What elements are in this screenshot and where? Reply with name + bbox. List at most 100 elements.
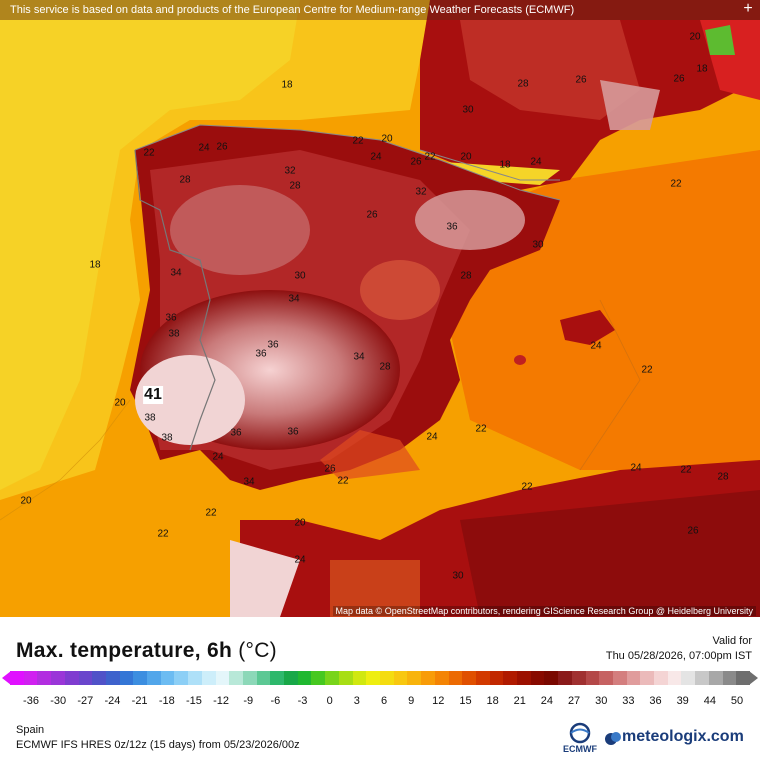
isotherm-label: 26	[324, 463, 336, 475]
color-legend-bar	[10, 671, 750, 685]
legend-tick-label: 0	[326, 695, 333, 707]
legend-color-segment	[188, 671, 202, 685]
map-title-unit: (°C)	[238, 639, 277, 662]
isotherm-label: 38	[161, 432, 173, 444]
isotherm-label: 28	[460, 270, 472, 282]
legend-color-segment	[681, 671, 696, 685]
model-run-info: ECMWF IFS HRES 0z/12z (15 days) from 05/…	[16, 739, 300, 751]
legend-color-segment	[571, 671, 586, 685]
legend-tick-label: -36	[23, 695, 39, 707]
isotherm-label: 20	[20, 495, 32, 507]
isotherm-label: 38	[144, 412, 156, 424]
legend-tick-label: -18	[158, 695, 175, 707]
valid-for-label: Valid for	[712, 635, 752, 647]
legend-tick-label: -12	[213, 695, 230, 707]
legend-color-segment	[379, 671, 394, 685]
max-value-label: 41	[143, 386, 163, 404]
legend-color-segment	[119, 671, 134, 685]
map-title: Max. temperature, 6h (°C)	[16, 639, 277, 663]
isotherm-label: 34	[353, 351, 365, 363]
legend-tick-label: 12	[432, 695, 445, 707]
legend-max-arrow	[749, 671, 758, 685]
zoom-in-button[interactable]: +	[743, 0, 753, 17]
legend-color-segment	[366, 671, 380, 685]
isotherm-label: 22	[521, 481, 533, 493]
legend-color-segment	[612, 671, 627, 685]
legend-color-segment	[654, 671, 668, 685]
legend-color-segment	[462, 671, 476, 685]
legend-color-segment	[51, 671, 65, 685]
isotherm-label: 36	[165, 312, 177, 324]
legend-color-segment	[736, 671, 750, 685]
legend-color-segment	[23, 671, 38, 685]
meteologix-brand[interactable]: meteologix.com	[622, 728, 744, 745]
legend-color-segment	[434, 671, 449, 685]
legend-color-segment	[311, 671, 326, 685]
legend-color-segment	[270, 671, 285, 685]
isotherm-label: 36	[255, 348, 267, 360]
legend-color-segment	[558, 671, 572, 685]
isotherm-label: 26	[575, 74, 587, 86]
legend-color-segment	[695, 671, 709, 685]
legend-color-segment	[229, 671, 243, 685]
isotherm-label: 24	[426, 431, 438, 443]
isotherm-label: 30	[452, 570, 464, 582]
legend-color-segment	[215, 671, 230, 685]
legend-color-segment	[78, 671, 93, 685]
isotherm-label: 18	[696, 63, 708, 75]
legend-color-segment	[626, 671, 641, 685]
isotherm-label: 28	[517, 78, 529, 90]
legend-tick-label: 27	[567, 695, 581, 707]
isotherm-label: 26	[366, 209, 378, 221]
isotherm-label: 20	[114, 397, 126, 409]
isotherm-label: 24	[630, 462, 642, 474]
legend-color-segment	[147, 671, 161, 685]
isotherm-label: 20	[381, 133, 393, 145]
legend-tick-label: -9	[243, 695, 254, 707]
legend-color-segment	[284, 671, 298, 685]
weather-map[interactable]: This service is based on data and produc…	[0, 0, 760, 617]
ecmwf-disclaimer-bar: This service is based on data and produc…	[0, 0, 760, 20]
isotherm-label: 22	[143, 147, 155, 159]
legend-tick-label: 30	[595, 695, 608, 707]
legend-color-segment	[475, 671, 490, 685]
legend-color-segment	[325, 671, 339, 685]
isotherm-label: 22	[424, 151, 436, 163]
isotherm-label: 26	[687, 525, 699, 537]
legend-tick-label: -3	[297, 695, 308, 707]
legend-tick-label: 21	[513, 695, 526, 707]
isotherm-label: 24	[590, 340, 602, 352]
legend-color-segment	[37, 671, 52, 685]
isotherm-label: 36	[230, 427, 242, 439]
legend-tick-label: 24	[540, 695, 554, 707]
isotherm-label: 36	[446, 221, 458, 233]
legend-tick-label: 36	[649, 695, 662, 707]
isotherm-label: 36	[267, 339, 279, 351]
isotherm-label: 28	[717, 471, 729, 483]
isotherm-label: 30	[532, 239, 544, 251]
temperature-map-canvas	[0, 0, 760, 617]
isotherm-label: 32	[284, 165, 296, 177]
isotherm-label: 18	[89, 259, 101, 271]
legend-color-segment	[242, 671, 257, 685]
legend-min-arrow	[2, 671, 11, 685]
isotherm-label: 24	[198, 142, 210, 154]
isotherm-label: 22	[205, 507, 217, 519]
isotherm-label: 28	[289, 180, 301, 192]
isotherm-label: 22	[641, 364, 653, 376]
legend-color-segment	[503, 671, 518, 685]
isotherm-label: 20	[294, 517, 306, 529]
legend-color-segment	[421, 671, 435, 685]
isotherm-label: 34	[243, 476, 255, 488]
isotherm-label: 22	[157, 528, 169, 540]
legend-color-segment	[352, 671, 367, 685]
legend-color-segment	[393, 671, 408, 685]
legend-color-segment	[640, 671, 655, 685]
isotherm-label: 28	[179, 174, 191, 186]
isotherm-label: 34	[170, 267, 182, 279]
isotherm-label: 34	[288, 293, 300, 305]
isotherm-label: 26	[216, 141, 228, 153]
legend-color-segment	[10, 671, 24, 685]
region-name: Spain	[16, 724, 45, 736]
isotherm-label: 20	[689, 31, 701, 43]
